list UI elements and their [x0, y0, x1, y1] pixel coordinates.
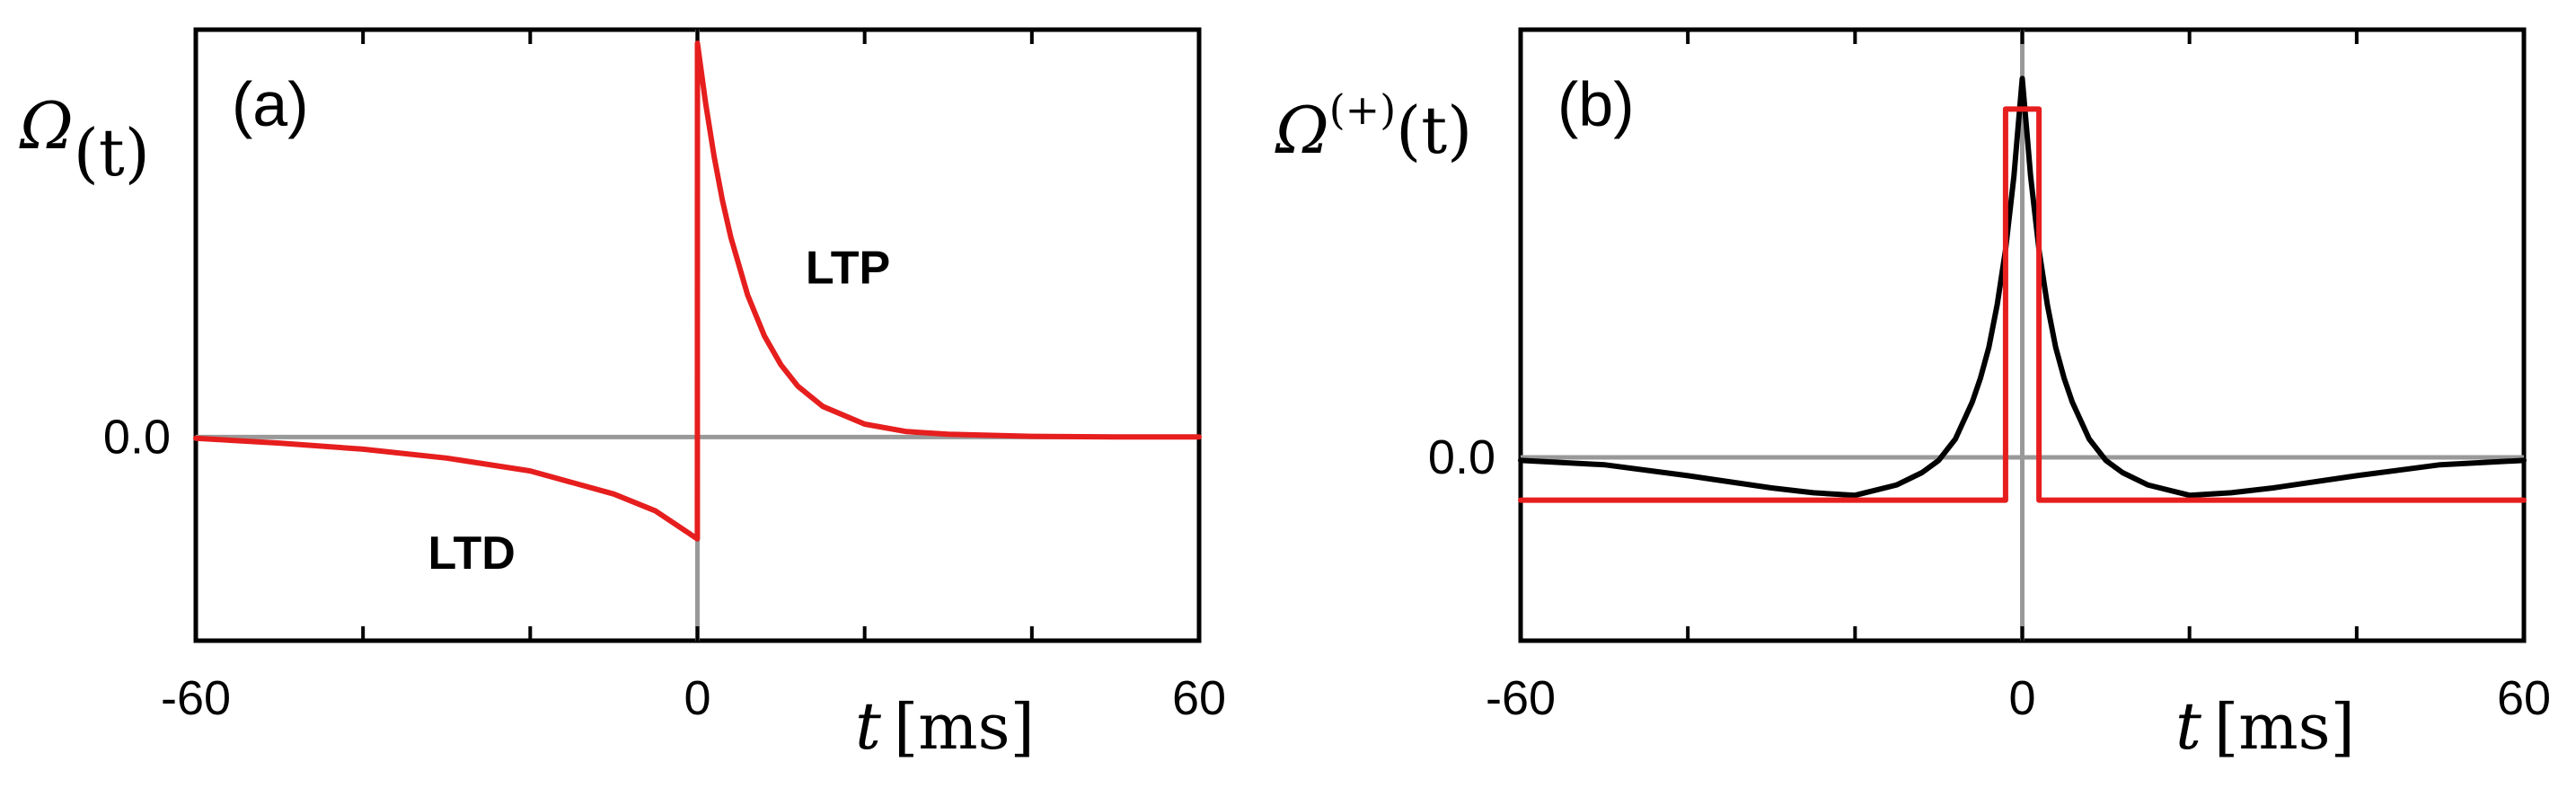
- panel-b-xlabel-unit: [ms]: [2214, 690, 2355, 764]
- panel-b-tick-marks: [1519, 30, 2526, 641]
- panel-b-x-axis-label: t [ms]: [2175, 688, 2355, 764]
- panel-a-y-axis-label: Ω(t): [19, 88, 150, 190]
- x-tick-label: -60: [161, 671, 231, 725]
- annotation-ltd: LTD: [428, 527, 516, 580]
- panel-b-label: (b): [1557, 69, 1635, 139]
- panel-b-x-tick-labels: -60 0 60: [1486, 671, 2551, 725]
- panel-b-ylabel-main: Ω: [1275, 93, 1329, 168]
- panel-b-series: [1518, 75, 2527, 503]
- panel-a-tick-marks: [194, 30, 1201, 641]
- x-tick-label: -60: [1486, 671, 1556, 725]
- panel-b-xlabel-var: t: [2175, 688, 2202, 764]
- series-line-piecewise: [193, 40, 1202, 542]
- x-tick-label: 0: [2008, 671, 2035, 725]
- panel-b-reference-lines: [1521, 30, 2524, 641]
- panel-b-ylabel-sup: (+): [1329, 85, 1396, 134]
- x-tick-label: 60: [2497, 671, 2551, 725]
- panel-a-y-tick-labels: 0.0: [103, 410, 171, 464]
- panel-a-xlabel-var: t: [855, 688, 882, 764]
- x-tick-label: 0: [684, 671, 710, 725]
- x-tick-label: 60: [1172, 671, 1226, 725]
- panel-b-y-tick-labels: 0.0: [1428, 430, 1495, 484]
- panel-b-y-axis-label: Ω(+)(t): [1275, 85, 1472, 168]
- panel-a-xlabel-unit: [ms]: [894, 690, 1035, 764]
- panel-a-label: (a): [232, 69, 309, 139]
- y-tick-label: 0.0: [1428, 430, 1495, 484]
- panel-b-ylabel-arg: (t): [1396, 93, 1472, 168]
- panel-a-x-axis-label: t [ms]: [855, 688, 1035, 764]
- panel-b: -60 0 60 0.0 (b) Ω(+)(t) t [ms]: [1275, 27, 2551, 764]
- panel-a-ylabel-main: Ω: [19, 88, 74, 164]
- panel-a-x-tick-labels: -60 0 60: [161, 671, 1226, 725]
- panel-a-series: [193, 40, 1202, 542]
- panel-a: -60 0 60 0.0 LTP LTD (a) Ω(t) t [ms]: [19, 27, 1226, 764]
- y-tick-label: 0.0: [103, 410, 171, 464]
- series-line-curve: [1518, 75, 2527, 499]
- panel-a-ylabel-arg: (t): [74, 115, 150, 190]
- annotation-ltp: LTP: [806, 242, 890, 294]
- panel-a-annotations: LTP LTD: [428, 242, 891, 579]
- series-line-step: [1518, 106, 2527, 503]
